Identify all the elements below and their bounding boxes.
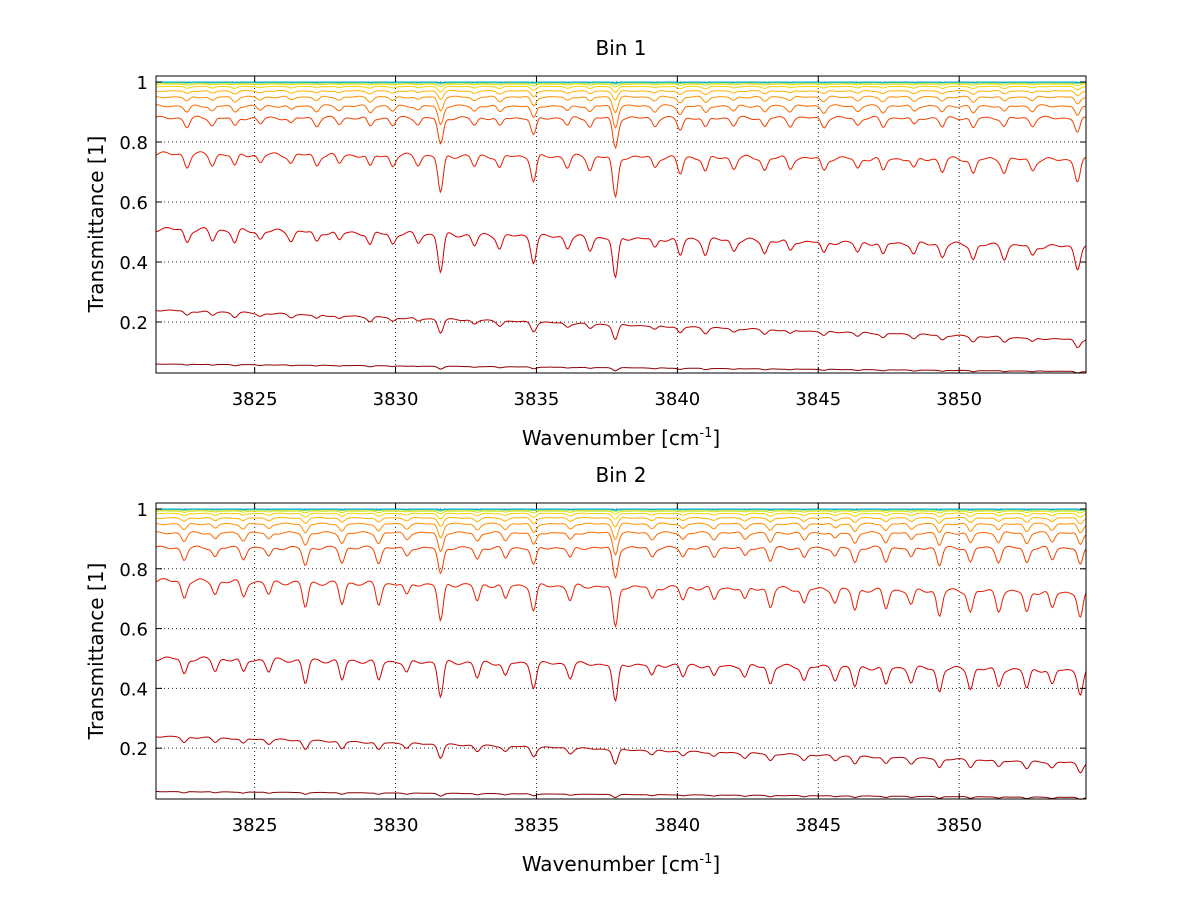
series-line: [156, 508, 1087, 511]
plot-area: [155, 75, 1087, 374]
series-line: [155, 104, 1087, 129]
y-tick-label: 0.6: [119, 620, 148, 641]
series-line: [156, 531, 1087, 556]
chart-title: Bin 2: [595, 463, 646, 487]
y-tick-label: 0.2: [119, 739, 148, 760]
series-line: [156, 510, 1087, 515]
y-tick-label: 1: [137, 73, 148, 94]
tick-labels: 3825 3830 3835 3840 3845 3850 0.2 0.4 0.6 0.8 1: [119, 73, 1086, 410]
x-tick-label: 3825: [232, 815, 278, 836]
y-tick-label: 0.4: [119, 679, 148, 700]
series-line: [155, 226, 1087, 279]
chart-panel-bin-2: Bin 2 3825 3830 3835 3840 3845 3850 0.2 0.4 0.6 0…: [84, 463, 1087, 876]
series-line: [155, 656, 1087, 703]
y-tick-label: 0.6: [119, 193, 148, 214]
series-line: [156, 82, 1086, 85]
series-line: [155, 578, 1087, 629]
y-tick-label: 0.4: [119, 253, 148, 274]
series-line: [155, 89, 1087, 101]
x-axis-label: Wavenumber [cm-1]: [522, 426, 720, 450]
y-tick-label: 0.8: [119, 560, 148, 581]
y-tick-label: 1: [137, 500, 148, 521]
x-axis-label: Wavenumber [cm-1]: [522, 852, 720, 876]
series-line: [155, 735, 1087, 774]
chart-title: Bin 1: [595, 36, 646, 60]
series-line: [156, 83, 1087, 88]
series-line: [156, 81, 1086, 84]
series-group: [155, 508, 1087, 800]
series-line: [155, 522, 1087, 541]
y-axis-label: Transmittance [1]: [84, 563, 108, 741]
series-line: [155, 509, 1087, 512]
series-line: [155, 545, 1087, 580]
chart-panel-bin-1: Bin 1 3825 3830 3835 3840 3845 3850 0.2 0.4 0.6 0…: [84, 36, 1087, 450]
x-tick-label: 3835: [514, 815, 560, 836]
x-tick-label: 3835: [514, 389, 560, 410]
x-tick-label: 3825: [232, 389, 278, 410]
series-line: [155, 516, 1087, 528]
series-line: [155, 309, 1087, 349]
series-line: [155, 363, 1086, 374]
series-line: [156, 791, 1087, 800]
y-tick-label: 0.2: [119, 313, 148, 334]
series-group: [155, 81, 1087, 374]
y-axis-label: Transmittance [1]: [84, 136, 108, 314]
x-tick-label: 3850: [936, 815, 982, 836]
grid: [156, 76, 1086, 373]
tick-labels: 3825 3830 3835 3840 3845 3850 0.2 0.4 0.6 0.8 1: [119, 500, 1086, 836]
x-tick-label: 3840: [654, 815, 700, 836]
plot-area: [155, 502, 1087, 800]
y-tick-label: 0.8: [119, 133, 148, 154]
series-line: [156, 512, 1087, 520]
series-line: [155, 151, 1087, 199]
series-line: [155, 95, 1087, 114]
x-tick-label: 3845: [795, 389, 841, 410]
x-tick-label: 3830: [373, 815, 419, 836]
x-tick-label: 3850: [936, 389, 982, 410]
x-tick-label: 3845: [795, 815, 841, 836]
x-tick-label: 3830: [373, 389, 419, 410]
x-tick-label: 3840: [654, 389, 700, 410]
series-line: [155, 85, 1087, 93]
series-line: [155, 115, 1087, 150]
